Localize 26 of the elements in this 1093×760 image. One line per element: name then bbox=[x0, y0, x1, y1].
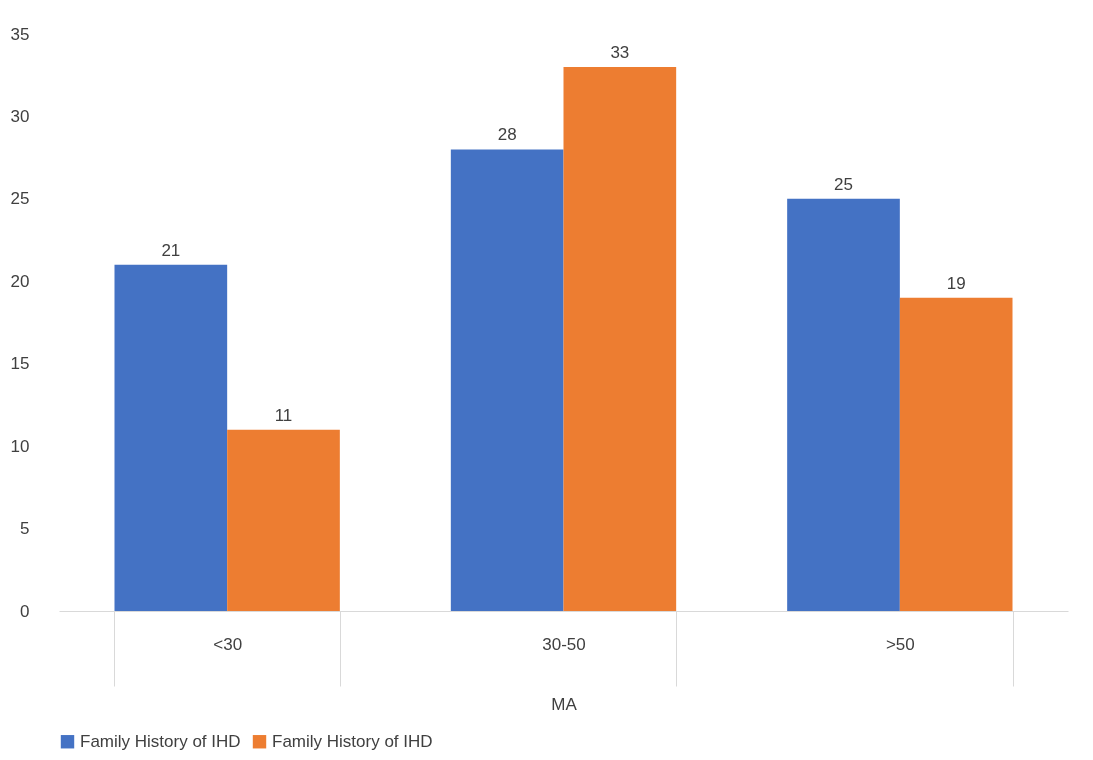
data-label: 21 bbox=[161, 240, 181, 260]
bar bbox=[787, 198, 900, 611]
legend-label: Family History of IHD bbox=[80, 731, 241, 751]
x-axis-title: MA bbox=[551, 695, 578, 714]
data-label: 33 bbox=[610, 42, 630, 62]
y-tick-label: 0 bbox=[20, 601, 30, 621]
data-label: 11 bbox=[274, 405, 293, 425]
legend-label: Family History of IHD bbox=[272, 731, 433, 751]
data-label: 25 bbox=[834, 174, 853, 194]
x-tick-label: 30-50 bbox=[542, 634, 586, 654]
y-tick-label: 15 bbox=[10, 354, 30, 374]
bar bbox=[114, 264, 228, 611]
x-tick-label: <30 bbox=[213, 634, 243, 654]
bar bbox=[899, 297, 1013, 611]
x-tick-label: >50 bbox=[885, 634, 915, 654]
y-tick-label: 30 bbox=[10, 106, 30, 126]
bar bbox=[450, 149, 564, 611]
data-label: 19 bbox=[946, 273, 966, 293]
bar bbox=[563, 66, 677, 611]
data-label: 28 bbox=[497, 125, 517, 145]
y-tick-label: 5 bbox=[20, 519, 30, 539]
y-tick-label: 25 bbox=[10, 189, 30, 209]
y-tick-label: 10 bbox=[10, 436, 30, 456]
bar bbox=[227, 429, 340, 611]
y-tick-label: 35 bbox=[10, 24, 30, 44]
y-tick-label: 20 bbox=[10, 271, 30, 291]
